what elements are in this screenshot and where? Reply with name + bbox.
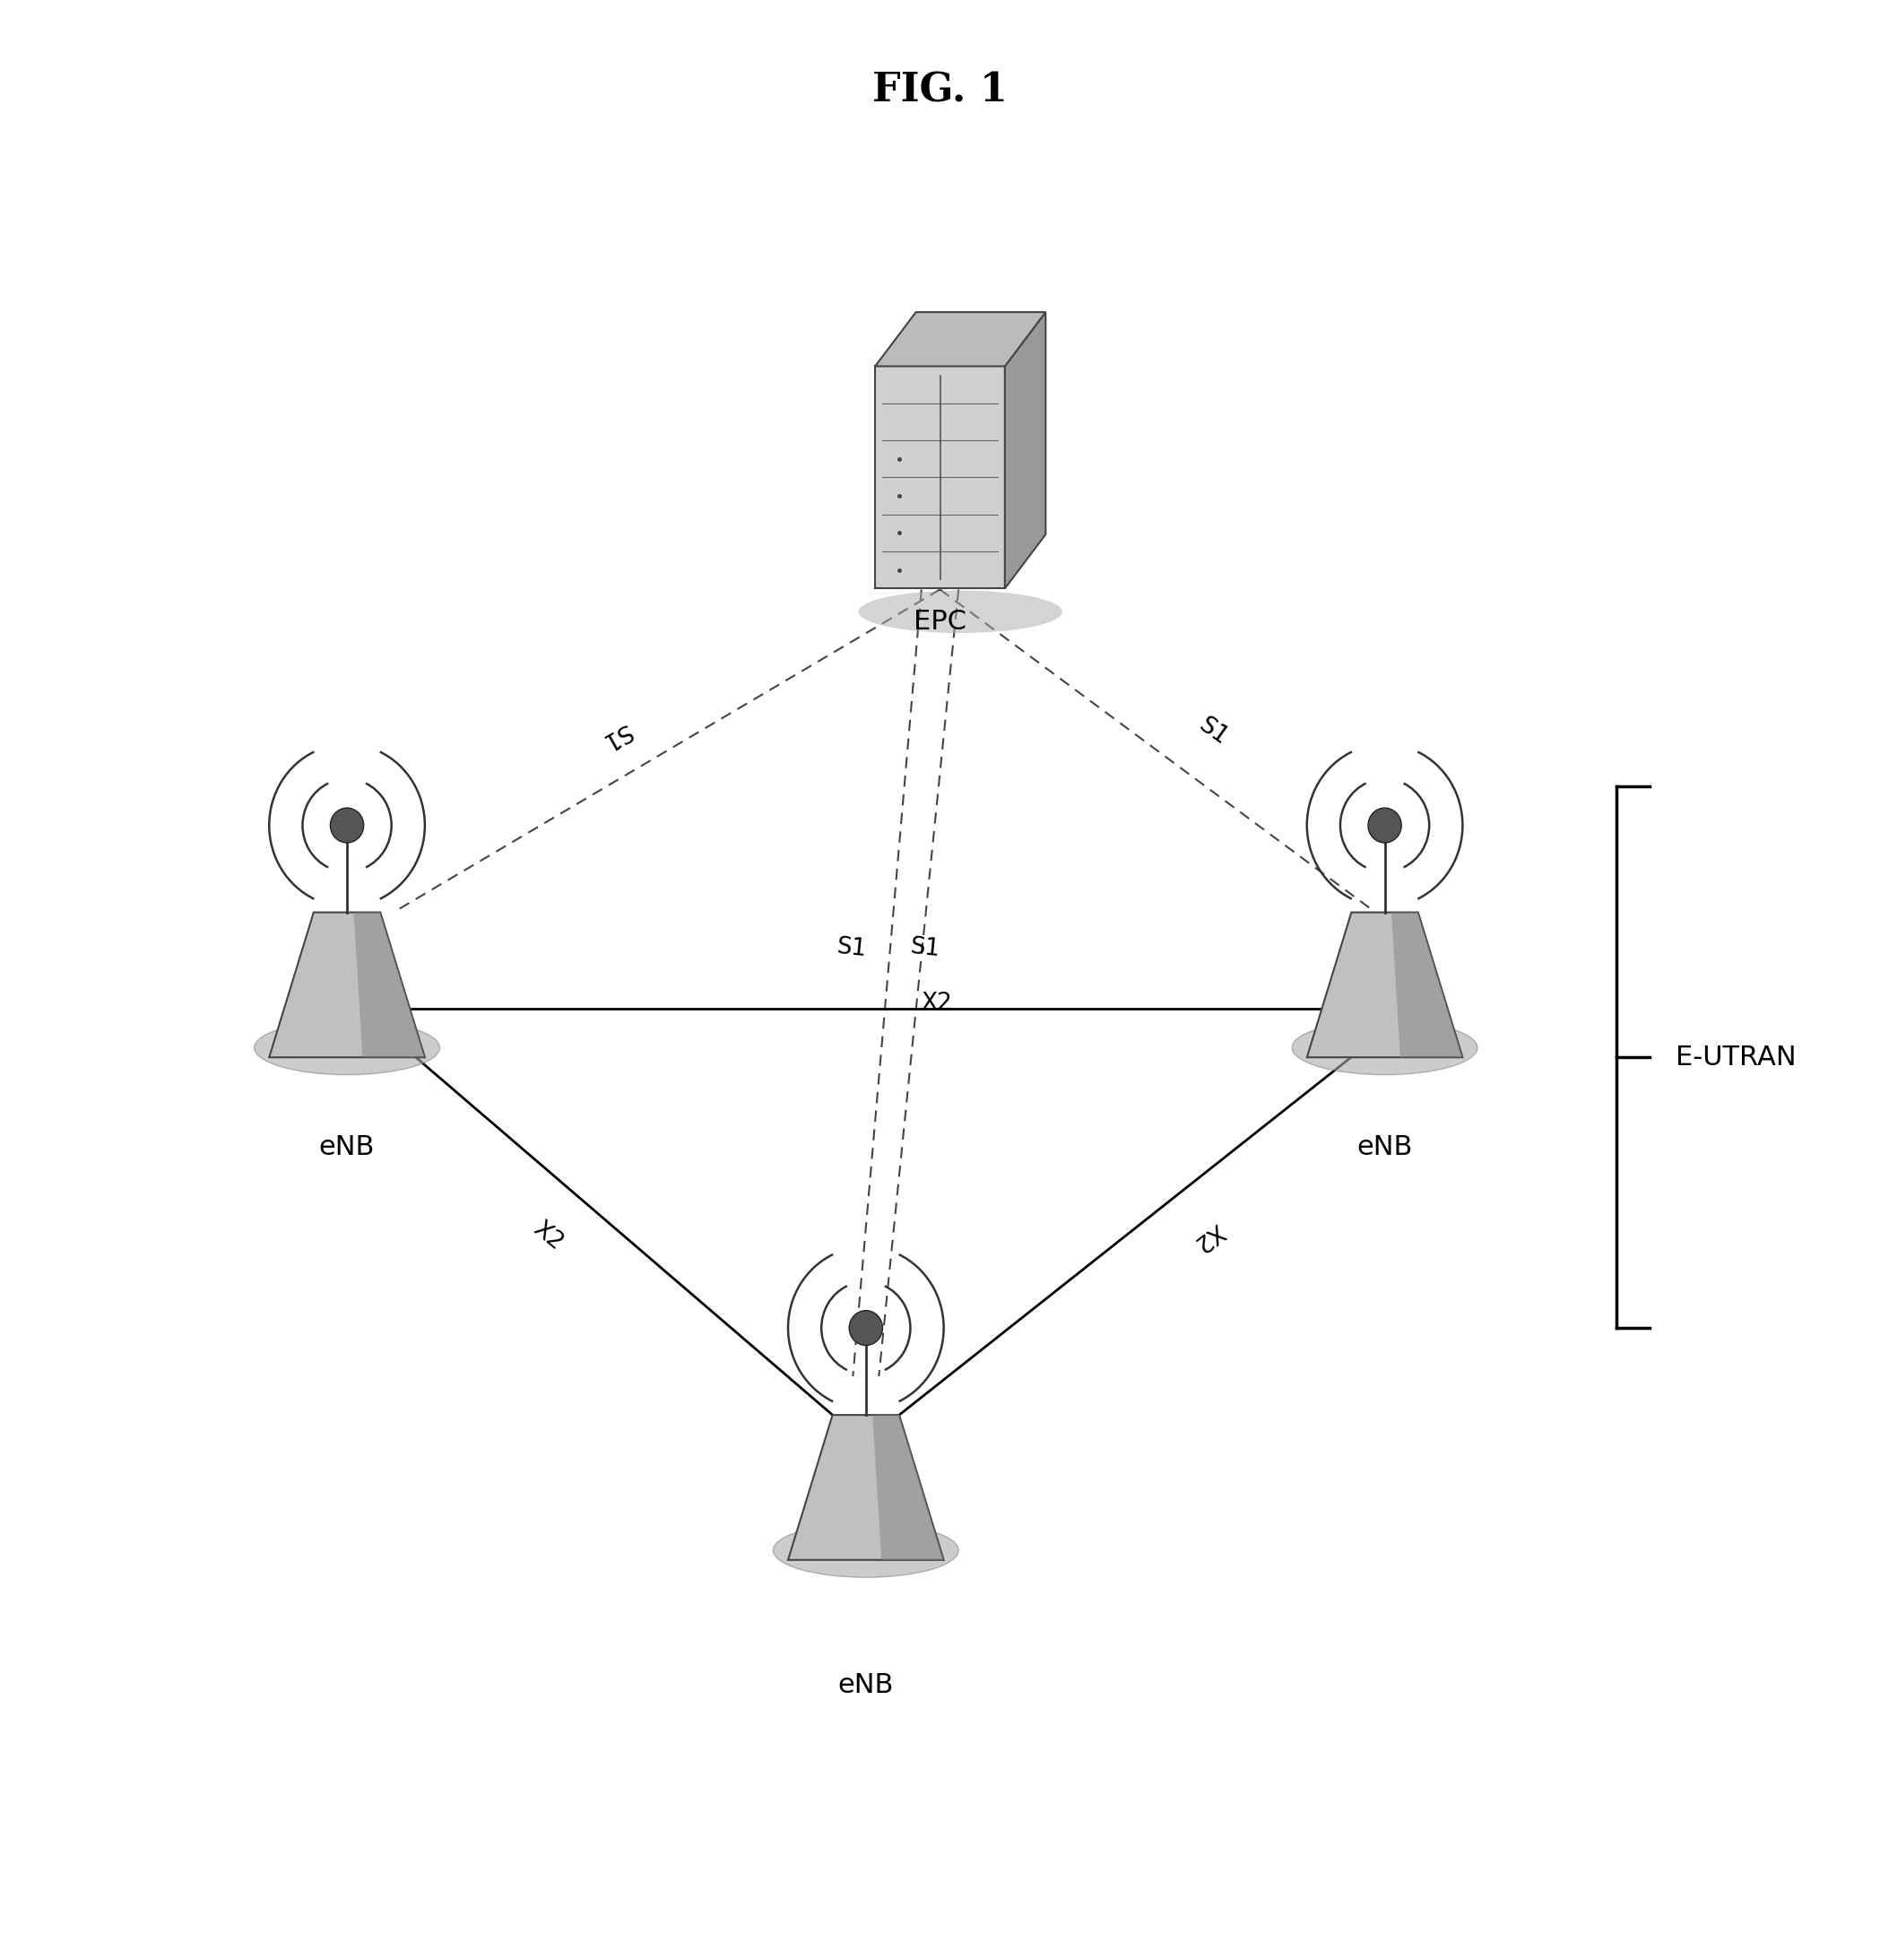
- Text: S1: S1: [835, 935, 867, 960]
- Polygon shape: [269, 911, 425, 1056]
- Polygon shape: [1391, 911, 1463, 1056]
- Polygon shape: [1004, 312, 1045, 588]
- Polygon shape: [876, 312, 1045, 367]
- Polygon shape: [872, 1415, 944, 1560]
- Ellipse shape: [773, 1523, 959, 1578]
- Text: X2: X2: [921, 992, 951, 1015]
- Text: E-UTRAN: E-UTRAN: [1675, 1045, 1797, 1070]
- Text: FIG. 1: FIG. 1: [872, 71, 1008, 110]
- Text: X2: X2: [1188, 1217, 1228, 1254]
- Text: EPC: EPC: [914, 610, 966, 635]
- Bar: [876, 367, 1004, 588]
- Circle shape: [1369, 808, 1401, 843]
- Text: S1: S1: [596, 717, 634, 753]
- Ellipse shape: [859, 590, 1062, 633]
- Ellipse shape: [254, 1021, 440, 1074]
- Polygon shape: [1307, 911, 1463, 1056]
- Ellipse shape: [1292, 1021, 1478, 1074]
- Polygon shape: [788, 1415, 944, 1560]
- Circle shape: [850, 1311, 882, 1345]
- Text: S1: S1: [1194, 713, 1231, 751]
- Text: eNB: eNB: [838, 1672, 893, 1697]
- Text: eNB: eNB: [1357, 1135, 1412, 1160]
- Text: X2: X2: [528, 1217, 568, 1254]
- Polygon shape: [353, 911, 425, 1056]
- Text: eNB: eNB: [320, 1135, 374, 1160]
- Text: S1: S1: [910, 935, 942, 960]
- Circle shape: [331, 808, 363, 843]
